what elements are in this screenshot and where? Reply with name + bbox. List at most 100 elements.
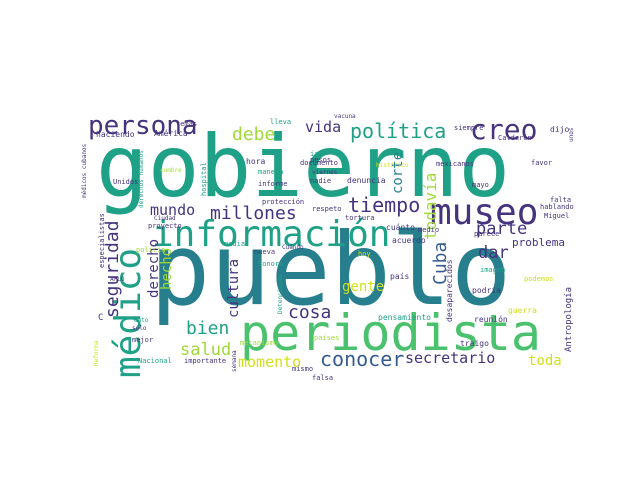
word-especialistas: especialistas: [98, 213, 106, 268]
word-hecho: hecho: [159, 248, 175, 290]
word-museo: museo: [430, 192, 538, 233]
word-pueblo: pueblo: [150, 211, 511, 328]
word-informacion: información: [152, 214, 390, 255]
word-derechos-humanos: derechos humanos: [138, 150, 145, 208]
word-c: C: [98, 313, 103, 323]
word-mismo: mismo: [292, 365, 313, 373]
word-derecho: derecho: [146, 239, 162, 298]
word-guerra: guerra: [508, 306, 537, 315]
word-millones: millones: [210, 203, 297, 224]
word-medico: médico: [108, 248, 149, 378]
word-tiempo: tiempo: [348, 193, 420, 217]
word-conocer: conocer: [320, 347, 404, 371]
word-momento: momento: [238, 353, 301, 371]
word-respeto: respeto: [312, 205, 342, 213]
word-secretario: secretario: [405, 349, 495, 367]
word-sonora: Sonora: [258, 260, 283, 268]
word-periodista: periodista: [240, 304, 541, 362]
word-debe: debe: [232, 124, 275, 145]
word-traigo: traigo: [460, 339, 489, 348]
word-politica: política: [350, 119, 446, 143]
word-denuncia: denuncia: [347, 176, 386, 185]
word-corte: corte: [390, 152, 406, 194]
word-todavia: todavía: [421, 173, 440, 240]
word-problema: problema: [512, 236, 565, 249]
word-informe: informe: [258, 180, 288, 188]
word-paises: países: [314, 334, 339, 342]
word-falta: falta: [550, 196, 571, 204]
word-acuerdo: acuerdo: [392, 236, 426, 245]
word-semana: semana: [231, 350, 238, 372]
word-nueva: nueva: [254, 248, 275, 256]
word-parece: parece: [474, 230, 499, 238]
word-media: media: [224, 240, 245, 248]
word-cumbre: cumbre: [160, 167, 182, 174]
word-favor: favor: [531, 159, 552, 167]
word-reforma: Reforma: [93, 340, 100, 366]
word-pensamiento: pensamiento: [378, 313, 431, 322]
word-hablando: hablando: [540, 203, 574, 211]
word-seguridad: seguridad: [102, 220, 123, 318]
word-siempre: siempre: [454, 124, 484, 132]
word-persona: persona: [88, 111, 198, 141]
word-solo: sólo: [132, 325, 147, 332]
word-medicos-cubanos: médicos cubanos: [81, 143, 88, 198]
word-reunion: reunión: [474, 314, 508, 324]
word-dijo: dijo: [550, 125, 569, 134]
word-creo: creo: [470, 113, 537, 146]
word-proyecto: proyecto: [148, 222, 182, 230]
word-amlo: AMLO: [110, 276, 125, 283]
word-pais: país: [390, 272, 409, 281]
word-calderon: Calderón: [498, 134, 532, 142]
word-tortura: tortura: [345, 214, 375, 222]
word-gente: gente: [342, 279, 384, 295]
word-lleva: lleva: [270, 118, 291, 126]
word-proteccion: protección: [262, 198, 304, 206]
word-hora: hora: [246, 157, 265, 166]
word-policia: policía: [136, 246, 166, 254]
word-cuba: Cuba: [430, 242, 451, 285]
word-imagen: imagen: [480, 266, 505, 274]
word-medio: medio: [418, 226, 439, 234]
word-manera: manera: [258, 168, 283, 176]
word-antropologia: Antropología: [564, 287, 574, 352]
word-cuando: Cuándo: [282, 244, 304, 251]
word-salud: salud: [180, 340, 231, 360]
word-hospital: hospital: [200, 162, 208, 196]
word-miguel: Miguel: [544, 212, 569, 220]
word-haciendo: haciendo: [96, 130, 135, 139]
word-cultura: cultura: [226, 259, 242, 318]
word-dato: dato: [134, 317, 149, 324]
word-parte: parte: [476, 219, 527, 239]
word-mayo: mayo: [472, 181, 489, 189]
word-cuanto: cuánto: [386, 223, 415, 232]
word-vida: vida: [305, 118, 341, 136]
word-documento: documento: [300, 159, 338, 167]
word-mecanismo: mecanismo: [240, 339, 278, 347]
word-vacuna: vacuna: [334, 113, 356, 120]
word-mejor: mejor: [132, 336, 153, 344]
word-cosa: cosa: [288, 302, 331, 323]
word-falsa: falsa: [312, 374, 333, 382]
word-ir: ir: [310, 150, 318, 158]
word-unidos: Unidos: [113, 178, 138, 186]
word-pesos: pesos: [310, 156, 331, 164]
word-viernes: viernes: [312, 169, 338, 176]
word-toda: toda: [528, 353, 562, 369]
word-nadie: nadie: [310, 177, 331, 185]
word-desaparecidos: desaparecidos: [445, 259, 454, 322]
word-detenciones: Detenciones: [277, 274, 284, 314]
word-mundo: mundo: [150, 201, 195, 219]
word-bien: bien: [186, 318, 229, 339]
word-gobierno: gobierno: [96, 117, 510, 217]
word-unos: unos: [568, 127, 575, 142]
word-hoy: hoy: [358, 250, 371, 258]
word-nacional: Nacional: [138, 357, 172, 365]
word-temas: temas: [176, 120, 197, 128]
word-historico: histórico: [376, 162, 409, 169]
word-dar: dar: [478, 243, 509, 263]
word-podria: podría: [472, 286, 501, 295]
word-ciudad: Ciudad: [154, 215, 176, 222]
